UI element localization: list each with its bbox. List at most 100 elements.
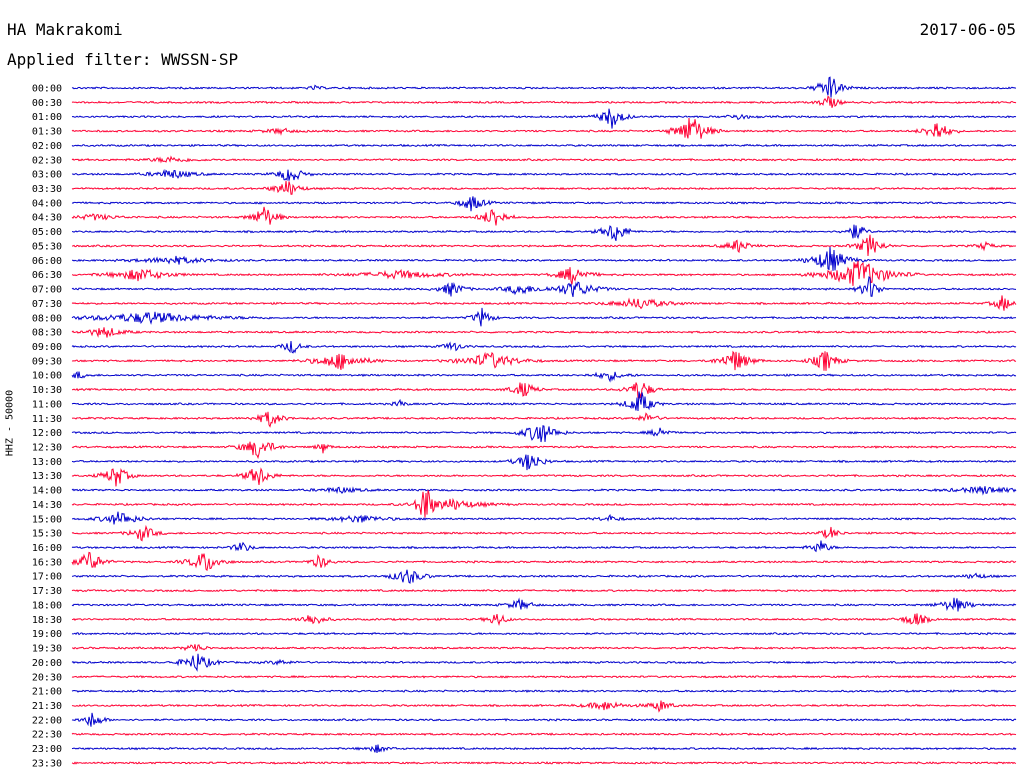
- time-row-label: 23:30: [32, 758, 62, 769]
- seismic-trace-line: [71, 511, 1017, 525]
- seismic-trace-line: [71, 382, 1017, 399]
- time-row-label: 10:30: [32, 385, 62, 396]
- seismic-trace-line: [71, 613, 1017, 626]
- seismic-trace-line: [71, 467, 1017, 487]
- time-row-label: 16:30: [32, 557, 62, 568]
- seismic-trace-line: [71, 653, 1017, 672]
- time-row-label: 20:30: [32, 672, 62, 683]
- seismic-trace-line: [71, 155, 1017, 164]
- time-row-label: 22:00: [32, 715, 62, 726]
- time-row-label: 12:30: [32, 443, 62, 454]
- time-row-label: 00:00: [32, 84, 62, 95]
- seismic-trace-line: [71, 391, 1017, 412]
- time-row-label: 18:30: [32, 615, 62, 626]
- seismic-trace-line: [71, 143, 1017, 148]
- seismic-trace-line: [71, 206, 1017, 226]
- seismic-trace-line: [72, 644, 1017, 652]
- time-row-label: 03:00: [32, 170, 62, 181]
- seismic-trace-line: [71, 597, 1017, 612]
- seismic-trace-line: [71, 524, 1017, 542]
- time-row-label: 09:00: [32, 342, 62, 353]
- seismic-trace-line: [71, 441, 1017, 460]
- seismic-trace-line: [71, 540, 1017, 553]
- seismic-trace-line: [71, 454, 1017, 471]
- time-row-label: 14:00: [32, 486, 62, 497]
- time-row-label: 11:00: [32, 399, 62, 410]
- seismic-trace-line: [71, 371, 1017, 383]
- seismic-trace-line: [71, 411, 1017, 428]
- seismic-trace-line: [71, 276, 1017, 298]
- applied-filter: Applied filter: WWSSN-SP: [7, 50, 239, 69]
- time-row-label: 18:00: [32, 601, 62, 612]
- seismic-trace-line: [71, 168, 1017, 182]
- seismic-trace-line: [71, 674, 1017, 679]
- time-row-label: 08:30: [32, 328, 62, 339]
- time-row-label: 20:00: [32, 658, 62, 669]
- seismic-trace-line: [71, 260, 1017, 286]
- seismic-trace-line: [71, 76, 1017, 98]
- seismic-trace-line: [71, 588, 1017, 593]
- seismic-trace-line: [71, 95, 1017, 108]
- time-row-label: 07:30: [32, 299, 62, 310]
- seismic-trace-line: [71, 489, 1017, 518]
- seismic-trace-line: [71, 108, 1017, 129]
- seismic-trace-line: [71, 350, 1017, 371]
- time-row-label: 10:00: [32, 371, 62, 382]
- seismic-trace-line: [71, 180, 1017, 195]
- time-row-label: 13:30: [32, 471, 62, 482]
- seismic-trace-line: [71, 700, 1017, 713]
- time-row-label: 19:30: [32, 644, 62, 655]
- time-row-label: 22:30: [32, 730, 62, 741]
- seismic-trace-line: [72, 246, 1017, 271]
- time-row-label: 04:00: [32, 198, 62, 209]
- time-row-label: 04:30: [32, 213, 62, 224]
- time-row-label: 23:00: [32, 744, 62, 755]
- seismic-trace-line: [71, 327, 1017, 338]
- seismic-trace-line: [72, 224, 1017, 241]
- time-row-label: 21:00: [32, 687, 62, 698]
- seismic-trace-line: [71, 307, 1017, 327]
- time-row-label: 21:30: [32, 701, 62, 712]
- time-row-label: 05:30: [32, 242, 62, 253]
- seismic-trace-line: [71, 486, 1017, 496]
- time-row-label: 19:00: [32, 629, 62, 640]
- time-row-label: 17:00: [32, 572, 62, 583]
- time-row-label: 02:30: [32, 155, 62, 166]
- time-row-label: 17:30: [32, 586, 62, 597]
- seismic-trace-line: [71, 732, 1017, 736]
- seismic-trace-line: [71, 425, 1017, 443]
- time-row-label: 06:00: [32, 256, 62, 267]
- seismic-trace-line: [71, 295, 1017, 311]
- plot-date: 2017-06-05: [919, 20, 1016, 39]
- seismic-trace-line: [71, 340, 1017, 354]
- time-row-label: 16:00: [32, 543, 62, 554]
- time-row-label: 08:00: [32, 313, 62, 324]
- time-row-label: 12:00: [32, 428, 62, 439]
- time-row-label: 01:30: [32, 127, 62, 138]
- time-row-label: 09:30: [32, 356, 62, 367]
- seismic-trace-line: [71, 761, 1017, 765]
- time-row-label: 07:00: [32, 285, 62, 296]
- time-row-label: 03:30: [32, 184, 62, 195]
- time-row-label: 02:00: [32, 141, 62, 152]
- seismic-trace-line: [71, 744, 1017, 753]
- time-row-label: 01:00: [32, 112, 62, 123]
- time-row-label: 15:30: [32, 529, 62, 540]
- time-row-label: 05:00: [32, 227, 62, 238]
- time-row-label: 13:00: [32, 457, 62, 468]
- seismic-trace-line: [71, 196, 1017, 212]
- time-row-label: 14:30: [32, 500, 62, 511]
- time-row-label: 06:30: [32, 270, 62, 281]
- seismic-trace-line: [71, 631, 1017, 636]
- seismic-trace-line: [71, 689, 1017, 693]
- seismic-trace-line: [71, 569, 1017, 584]
- seismic-trace-line: [71, 551, 1017, 572]
- seismic-trace-line: [71, 117, 1017, 139]
- seismic-trace-line: [71, 712, 1017, 727]
- time-row-label: 15:00: [32, 514, 62, 525]
- seismic-trace-line: [72, 234, 1016, 257]
- time-row-label: 11:30: [32, 414, 62, 425]
- station-name: HA Makrakomi: [7, 20, 123, 39]
